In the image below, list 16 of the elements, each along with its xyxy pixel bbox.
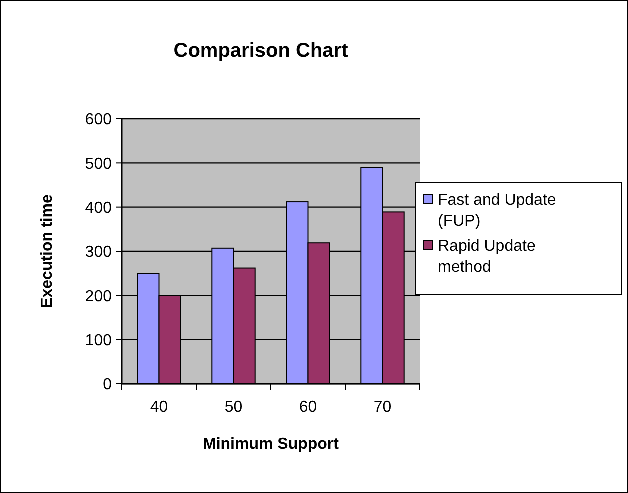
legend-label: Fast and Update (FUP): [438, 192, 556, 230]
y-tick-label: 400: [85, 200, 112, 217]
x-tick-label: 70: [374, 399, 392, 416]
y-tick-label: 200: [85, 288, 112, 306]
x-axis-title: Minimum Support: [203, 436, 340, 453]
x-tick-label: 40: [150, 399, 168, 416]
chart-title: Comparison Chart: [174, 40, 349, 62]
legend-label: Rapid Update method: [438, 238, 536, 276]
y-axis-title: Execution time: [39, 194, 56, 308]
y-tick-label: 500: [85, 156, 112, 173]
y-tick-label: 0: [103, 376, 112, 394]
x-tick-label: 60: [299, 399, 318, 416]
x-tick-label: 50: [224, 399, 243, 416]
y-tick-label: 300: [85, 244, 112, 262]
y-tick-label: 100: [85, 332, 112, 350]
y-tick-label: 600: [85, 112, 112, 129]
